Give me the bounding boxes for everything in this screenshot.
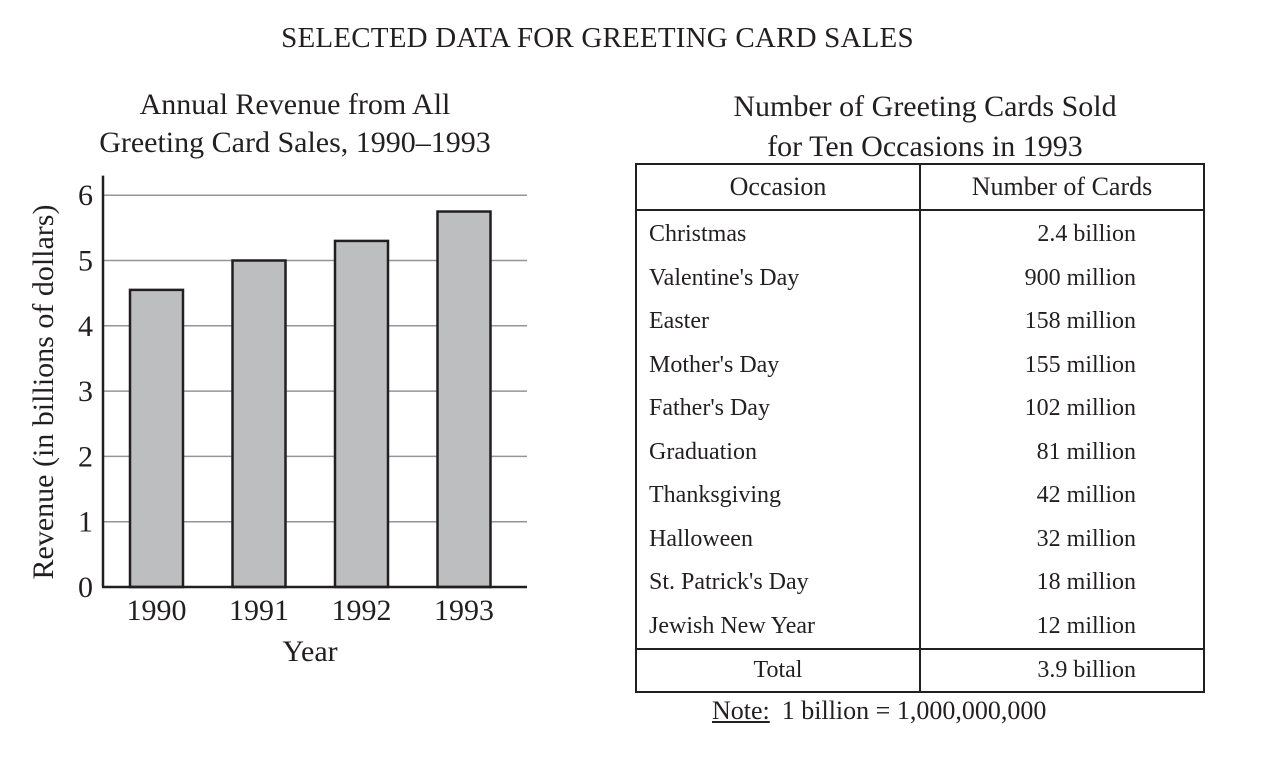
- occasion-cell: Thanksgiving: [636, 474, 921, 518]
- greeting-cards-table: Occasion Number of Cards Christmas 2.4 b…: [635, 163, 1205, 693]
- note-text: 1 billion = 1,000,000,000: [781, 696, 1047, 725]
- table-header-row: Occasion Number of Cards: [636, 164, 1204, 211]
- table-row: Valentine's Day 900 million: [636, 256, 1204, 300]
- y-tick-label: 6: [78, 179, 93, 212]
- table-title-line: Number of Greeting Cards Sold: [733, 90, 1117, 123]
- y-tick-label: 1: [78, 506, 93, 539]
- occasion-cell: Graduation: [636, 430, 921, 474]
- number-cell: 42 million: [1036, 482, 1136, 509]
- x-tick-label: 1990: [127, 594, 187, 627]
- note-label: Note:: [712, 696, 770, 725]
- chart-title: Annual Revenue from All Greeting Card Sa…: [50, 86, 540, 162]
- table-row: Father's Day 102 million: [636, 387, 1204, 431]
- table-row: St. Patrick's Day 18 million: [636, 561, 1204, 605]
- total-row: Total 3.9 billion: [636, 648, 1204, 692]
- total-value: 3.9 billion: [920, 648, 1204, 692]
- note: Note: 1 billion = 1,000,000,000: [712, 696, 1046, 726]
- occasion-cell: Christmas: [636, 210, 921, 257]
- table-row: Graduation 81 million: [636, 430, 1204, 474]
- occasion-cell: Easter: [636, 300, 921, 344]
- occasion-cell: Jewish New Year: [636, 604, 921, 649]
- column-header-number: Number of Cards: [920, 164, 1204, 211]
- total-label: Total: [636, 648, 921, 692]
- number-cell: 158 million: [1024, 308, 1136, 335]
- number-cell: 32 million: [1036, 525, 1136, 552]
- number-cell: 102 million: [1024, 395, 1136, 422]
- bar-1993: [436, 210, 492, 589]
- y-axis-label: Revenue (in billions of dollars): [27, 205, 60, 580]
- occasion-cell: Valentine's Day: [636, 256, 921, 300]
- bar-1990: [128, 288, 185, 589]
- x-tick-label: 1993: [434, 594, 494, 627]
- table-title: Number of Greeting Cards Sold for Ten Oc…: [636, 87, 1214, 167]
- number-cell: 2.4 billion: [1037, 221, 1136, 248]
- y-tick-label: 0: [78, 571, 93, 604]
- bar-1991: [231, 259, 287, 589]
- revenue-bar-chart: 0 1 2 3 4 5 6 1990 1991 1992 1993 Year Revenue (in…: [27, 175, 527, 668]
- occasion-cell: St. Patrick's Day: [636, 561, 921, 605]
- table-row: Christmas 2.4 billion: [636, 210, 1204, 257]
- number-cell: 155 million: [1024, 351, 1136, 378]
- axes: [101, 175, 527, 589]
- number-cell: 12 million: [1036, 612, 1136, 639]
- bar-1992: [333, 239, 390, 589]
- page-title: SELECTED DATA FOR GREETING CARD SALES: [281, 22, 914, 54]
- chart-title-line: Annual Revenue from All: [139, 88, 451, 121]
- y-tick-label: 5: [78, 245, 93, 278]
- table-row: Easter 158 million: [636, 300, 1204, 344]
- number-cell: 18 million: [1036, 569, 1136, 596]
- x-tick-label: 1991: [229, 594, 289, 627]
- occasion-cell: Mother's Day: [636, 343, 921, 387]
- column-header-occasion: Occasion: [636, 164, 921, 211]
- table-row: Jewish New Year 12 million: [636, 604, 1204, 649]
- table-title-line: for Ten Occasions in 1993: [767, 130, 1083, 163]
- number-cell: 900 million: [1024, 264, 1136, 291]
- table-row: Thanksgiving 42 million: [636, 474, 1204, 518]
- x-tick-label: 1992: [332, 594, 392, 627]
- occasion-cell: Halloween: [636, 517, 921, 561]
- x-axis-label: Year: [282, 635, 337, 668]
- bars: [128, 210, 492, 589]
- chart-title-line: Greeting Card Sales, 1990–1993: [99, 126, 491, 159]
- number-cell: 81 million: [1036, 438, 1136, 465]
- occasion-cell: Father's Day: [636, 387, 921, 431]
- y-tick-label: 3: [78, 375, 93, 408]
- table-row: Halloween 32 million: [636, 517, 1204, 561]
- y-tick-label: 4: [78, 310, 93, 343]
- y-tick-label: 2: [78, 440, 93, 473]
- tick-labels: 0 1 2 3 4 5 6 1990 1991 1992 1993: [78, 179, 494, 627]
- table-row: Mother's Day 155 million: [636, 343, 1204, 387]
